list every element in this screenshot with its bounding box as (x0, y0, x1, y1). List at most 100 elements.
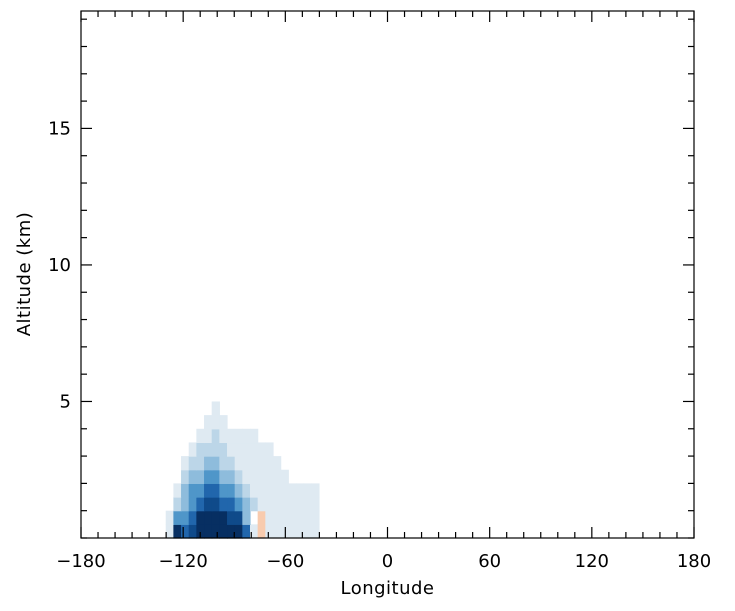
x-tick-label: −120 (158, 551, 207, 572)
x-tick-label: 60 (478, 551, 501, 572)
x-tick-label: 180 (677, 551, 711, 572)
x-axis-title: Longitude (340, 578, 434, 599)
heatmap-cell (265, 524, 274, 539)
heatmap-cell (272, 524, 282, 539)
heatmap-cell (295, 524, 305, 539)
x-tick-label: −180 (56, 551, 105, 572)
heatmap-cell (196, 483, 205, 498)
heatmap-cell (265, 483, 274, 498)
heatmap-cell (257, 456, 266, 471)
y-tick-label: 5 (60, 391, 71, 412)
heatmap-cell (181, 510, 190, 525)
heatmap-cell (204, 483, 213, 498)
heatmap-cell (250, 483, 259, 498)
heatmap-cell (242, 456, 251, 471)
heatmap-cell (234, 497, 243, 512)
axis-ticks (80, 11, 695, 539)
heatmap-cell (204, 510, 213, 525)
heatmap-cell (181, 483, 190, 498)
heatmap-cell (219, 469, 228, 484)
heatmap-cell (234, 469, 243, 484)
heatmap-cell (204, 442, 213, 457)
heatmap-cell (272, 469, 282, 484)
heatmap-cell (303, 497, 312, 512)
heatmap-cell (188, 510, 197, 525)
heatmap-cell (227, 442, 236, 457)
heatmap-cell (173, 483, 182, 498)
heatmap-cell (181, 497, 190, 512)
heatmap-cell (311, 510, 320, 525)
heatmap-cell (257, 524, 266, 539)
heatmap-cell (234, 524, 243, 539)
heatmap-cell (219, 524, 228, 539)
heatmap-cell (227, 524, 236, 539)
heatmap-cell (265, 510, 274, 525)
heatmap-cell (219, 510, 228, 525)
heatmap-cell (272, 456, 282, 471)
heatmap-cell (234, 483, 243, 498)
heatmap-cell (242, 497, 251, 512)
heatmap-cell (272, 483, 282, 498)
heatmap-cell (234, 428, 243, 444)
heatmap-cell (219, 483, 228, 498)
heatmap-cell (188, 524, 197, 539)
heatmap-cell (211, 415, 220, 430)
heatmap-cell (211, 456, 220, 471)
heatmap-cell (272, 497, 282, 512)
y-tick-label: 10 (48, 255, 71, 276)
heatmap-cell (227, 510, 236, 525)
heatmap-cell (265, 456, 274, 471)
heatmap-cell (227, 428, 236, 444)
heatmap-cell (303, 483, 312, 498)
heatmap-cell (196, 524, 205, 539)
heatmap-cell (250, 428, 259, 444)
x-tick-label: −60 (266, 551, 304, 572)
heatmap-cell (204, 415, 213, 430)
heatmap-cell (204, 524, 213, 539)
heatmap-cell (250, 497, 259, 512)
heatmap-cell (219, 442, 228, 457)
heatmap-cell (242, 524, 251, 539)
heatmap-cell (311, 497, 320, 512)
heatmap-cell (311, 483, 320, 498)
heatmap-cells (165, 401, 320, 539)
heatmap-cell (242, 469, 251, 484)
heatmap-cell (188, 483, 197, 498)
heatmap-cell (295, 497, 305, 512)
heatmap-cell (181, 456, 190, 471)
x-tick-labels: −180 −120 −60 0 60 120 180 (56, 551, 711, 572)
heatmap-cell (188, 497, 197, 512)
heatmap-cell (211, 510, 220, 525)
heatmap-cell (280, 469, 289, 484)
heatmap-cell (173, 497, 182, 512)
heatmap-cell (188, 442, 197, 457)
heatmap-cell (188, 469, 197, 484)
heatmap-cell (211, 483, 220, 498)
heatmap-cell (165, 524, 174, 539)
heatmap-cell (219, 415, 228, 430)
heatmap-cell (250, 524, 259, 539)
heatmap-cell (211, 524, 220, 539)
heatmap-cell (257, 497, 266, 512)
heatmap-cell (257, 442, 266, 457)
y-tick-label: 15 (48, 118, 71, 139)
heatmap-cell (196, 469, 205, 484)
heatmap-cell (196, 428, 205, 444)
heatmap-cell (196, 456, 205, 471)
heatmap-cell (204, 428, 213, 444)
heatmap-cell (227, 497, 236, 512)
heatmap-cell (280, 497, 289, 512)
heatmap-cell (242, 428, 251, 444)
heatmap-cell (242, 510, 251, 525)
heatmap-cell (219, 456, 228, 471)
heatmap-cell (288, 483, 297, 498)
heatmap-cell (303, 524, 312, 539)
heatmap-cell (181, 469, 190, 484)
heatmap-cell (181, 524, 190, 539)
heatmap-cell (211, 428, 220, 444)
x-tick-label: 120 (575, 551, 609, 572)
heatmap-cell (204, 497, 213, 512)
heatmap-cell (311, 524, 320, 539)
